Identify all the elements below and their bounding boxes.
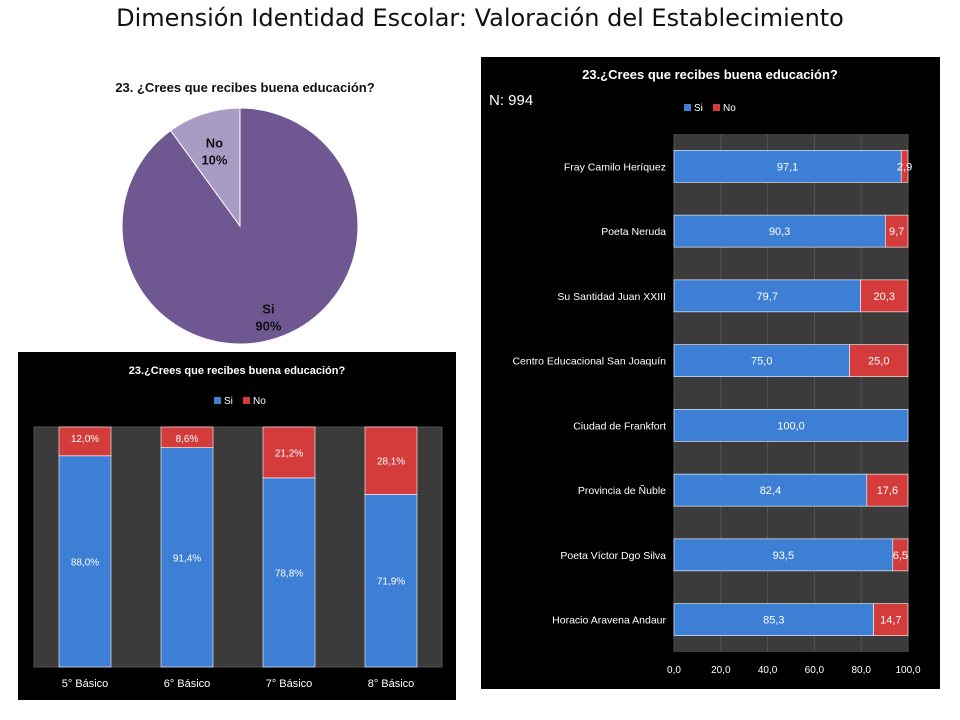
pie-chart: 23. ¿Crees que recibes buena educación? …: [115, 80, 375, 345]
legend-si-swatch: [684, 104, 691, 111]
grade-bar-label: 12,0%: [71, 434, 99, 445]
school-bar-label: 75,0: [751, 356, 772, 368]
school-bar-label: 17,6: [877, 485, 898, 497]
school-category-label: Poeta Víctor Dgo Silva: [560, 550, 666, 562]
grade-bar-si: [262, 477, 316, 668]
pie-slice-no-value: 10%: [201, 152, 227, 167]
grade-chart-title: 23.¿Crees que recibes buena educación?: [129, 365, 346, 377]
grade-bar-label: 71,9%: [377, 577, 405, 588]
school-bar-no: [849, 344, 909, 377]
school-x-tick-label: 60,0: [805, 665, 825, 676]
pie-chart-panel: 23. ¿Crees que recibes buena educación? …: [100, 72, 390, 352]
school-category-label: Horacio Aravena Andaur: [552, 615, 666, 627]
legend-si-swatch: [214, 397, 221, 404]
grade-bar-no: [262, 426, 316, 479]
grade-chart-legend: Si No: [214, 396, 266, 407]
grade-bar-label: 28,1%: [377, 457, 405, 468]
school-bar-label: 82,4: [760, 485, 781, 497]
school-chart-legend: Si No: [684, 103, 736, 114]
grade-bar-no: [58, 426, 112, 457]
grade-bar-label: 78,8%: [275, 568, 303, 579]
grade-category-label: 7° Básico: [266, 678, 313, 690]
pie-slice-si-value: 90%: [255, 319, 281, 334]
school-bar-si: [673, 279, 861, 313]
grade-bar-no: [160, 426, 214, 448]
grade-chart-panel: 23.¿Crees que recibes buena educación? S…: [18, 352, 456, 700]
school-bar-si: [673, 473, 868, 507]
pie-chart-title: 23. ¿Crees que recibes buena educación?: [115, 80, 374, 95]
school-bar-no: [866, 473, 909, 507]
school-x-tick-label: 20,0: [711, 665, 731, 676]
school-bar-label: 14,7: [880, 615, 901, 627]
grade-chart: 23.¿Crees que recibes buena educación? S…: [18, 352, 456, 700]
school-chart: 23.¿Crees que recibes buena educación? N…: [481, 57, 940, 689]
grade-bar-label: 21,2%: [275, 448, 303, 459]
school-bar-label: 20,3: [874, 291, 895, 303]
grade-category-label: 8° Básico: [368, 678, 415, 690]
school-bar-no: [885, 214, 909, 248]
school-bar-no: [873, 603, 909, 636]
school-x-tick-label: 80,0: [851, 665, 871, 676]
sample-size-annotation: N: 994: [489, 92, 533, 109]
grade-bar-label: 8,6%: [176, 434, 199, 445]
school-chart-title: 23.¿Crees que recibes buena educación?: [582, 67, 838, 82]
school-bar-label: 97,1: [777, 161, 798, 173]
school-plot-area: [674, 134, 908, 652]
school-bar-si: [673, 150, 902, 183]
school-bar-label: 9,7: [889, 226, 904, 238]
school-x-tick-label: 0,0: [667, 665, 681, 676]
school-bar-label: 100,0: [777, 420, 805, 432]
grade-category-label: 5° Básico: [62, 678, 109, 690]
legend-no-swatch: [713, 104, 720, 111]
school-bar-label: 6,5: [893, 550, 908, 562]
school-bar-no: [892, 538, 909, 572]
pie-slice-no: [169, 107, 241, 228]
legend-no-swatch: [243, 397, 250, 404]
school-bar-label: 25,0: [868, 356, 889, 368]
grade-bar-label: 91,4%: [173, 553, 201, 564]
school-x-tick-label: 40,0: [758, 665, 778, 676]
legend-no-label: No: [253, 396, 266, 407]
pie-slice-si-label: Si: [262, 302, 274, 317]
school-category-label: Su Santidad Juan XXIII: [557, 291, 666, 303]
legend-no-label: No: [723, 103, 736, 114]
school-bar-label: 2,9: [897, 161, 912, 173]
school-chart-panel: 23.¿Crees que recibes buena educación? N…: [481, 57, 940, 689]
school-category-label: Poeta Neruda: [601, 226, 666, 238]
school-category-label: Centro Educacional San Joaquín: [512, 356, 666, 368]
school-bar-si: [673, 538, 894, 572]
school-bar-no: [900, 150, 909, 183]
school-category-label: Fray Camilo Heríquez: [564, 161, 666, 173]
school-bar-si: [673, 344, 850, 377]
grade-category-label: 6° Básico: [164, 678, 211, 690]
school-category-label: Ciudad de Frankfort: [573, 420, 666, 432]
grade-bar-label: 88,0%: [71, 557, 99, 568]
school-bar-no: [860, 279, 909, 313]
page-title: Dimensión Identidad Escolar: Valoración …: [116, 4, 844, 32]
school-bar-si: [673, 214, 886, 248]
grade-bar-si: [364, 494, 418, 668]
school-bar-label: 85,3: [763, 615, 784, 627]
school-bar-si: [673, 409, 909, 442]
school-category-label: Provincia de Ñuble: [578, 484, 666, 497]
school-bar-label: 79,7: [757, 291, 778, 303]
legend-si-label: Si: [694, 103, 703, 114]
school-x-tick-label: 100,0: [895, 665, 920, 676]
grade-bar-no: [364, 426, 418, 495]
school-bar-label: 90,3: [769, 226, 790, 238]
school-bar-label: 93,5: [773, 550, 794, 562]
legend-si-label: Si: [224, 396, 233, 407]
pie-slice-no-label: No: [206, 135, 223, 150]
